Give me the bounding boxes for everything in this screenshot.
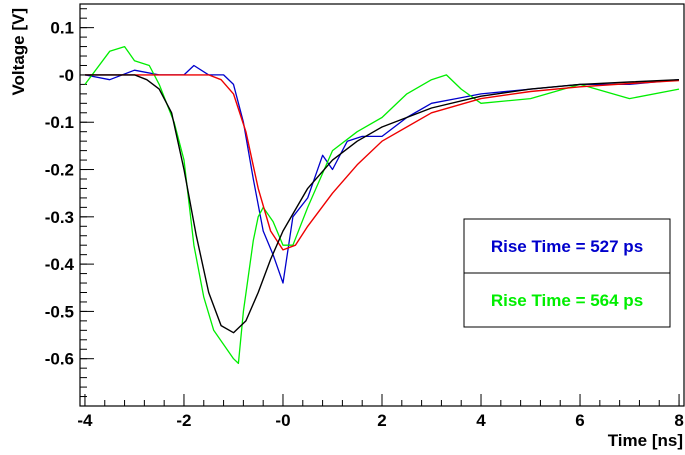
plot-area — [79, 3, 685, 407]
y-tick-label: -0.1 — [45, 113, 74, 132]
x-tick-label: 2 — [377, 411, 386, 430]
y-axis-title: Voltage [V] — [9, 8, 28, 96]
tick-labels: -4 -2 -0 2 4 6 8 0.1 -0 -0.1 -0.2 -0.3 -0.4 -0.5 -0.6 — [45, 19, 684, 430]
y-tick-label: 0.1 — [50, 19, 74, 38]
legend-entry-blue: Rise Time = 527 ps — [491, 237, 643, 256]
x-tick-label: -0 — [275, 411, 290, 430]
y-tick-label: -0.2 — [45, 161, 74, 180]
legend-entry-green: Rise Time = 564 ps — [491, 291, 643, 310]
y-tick-label: -0.5 — [45, 302, 74, 321]
y-tick-label: -0.4 — [45, 255, 75, 274]
plot-frame — [79, 3, 685, 407]
x-axis-title: Time [ns] — [608, 431, 683, 450]
y-tick-label: -0 — [59, 66, 74, 85]
axis-ticks — [80, 8, 680, 407]
legend: Rise Time = 527 ps Rise Time = 564 ps — [463, 218, 671, 328]
x-tick-label: 6 — [575, 411, 584, 430]
series-black-fit-line — [85, 74, 680, 334]
x-tick-label: -2 — [176, 411, 191, 430]
x-tick-label: 4 — [476, 411, 486, 430]
series-layer — [84, 45, 680, 365]
y-tick-label: -0.3 — [45, 208, 74, 227]
x-tick-label: -4 — [77, 411, 93, 430]
series-blue-line — [84, 64, 680, 284]
y-tick-label: -0.6 — [45, 350, 74, 369]
x-tick-label: 8 — [674, 411, 683, 430]
series-red-fit-line — [85, 74, 680, 251]
